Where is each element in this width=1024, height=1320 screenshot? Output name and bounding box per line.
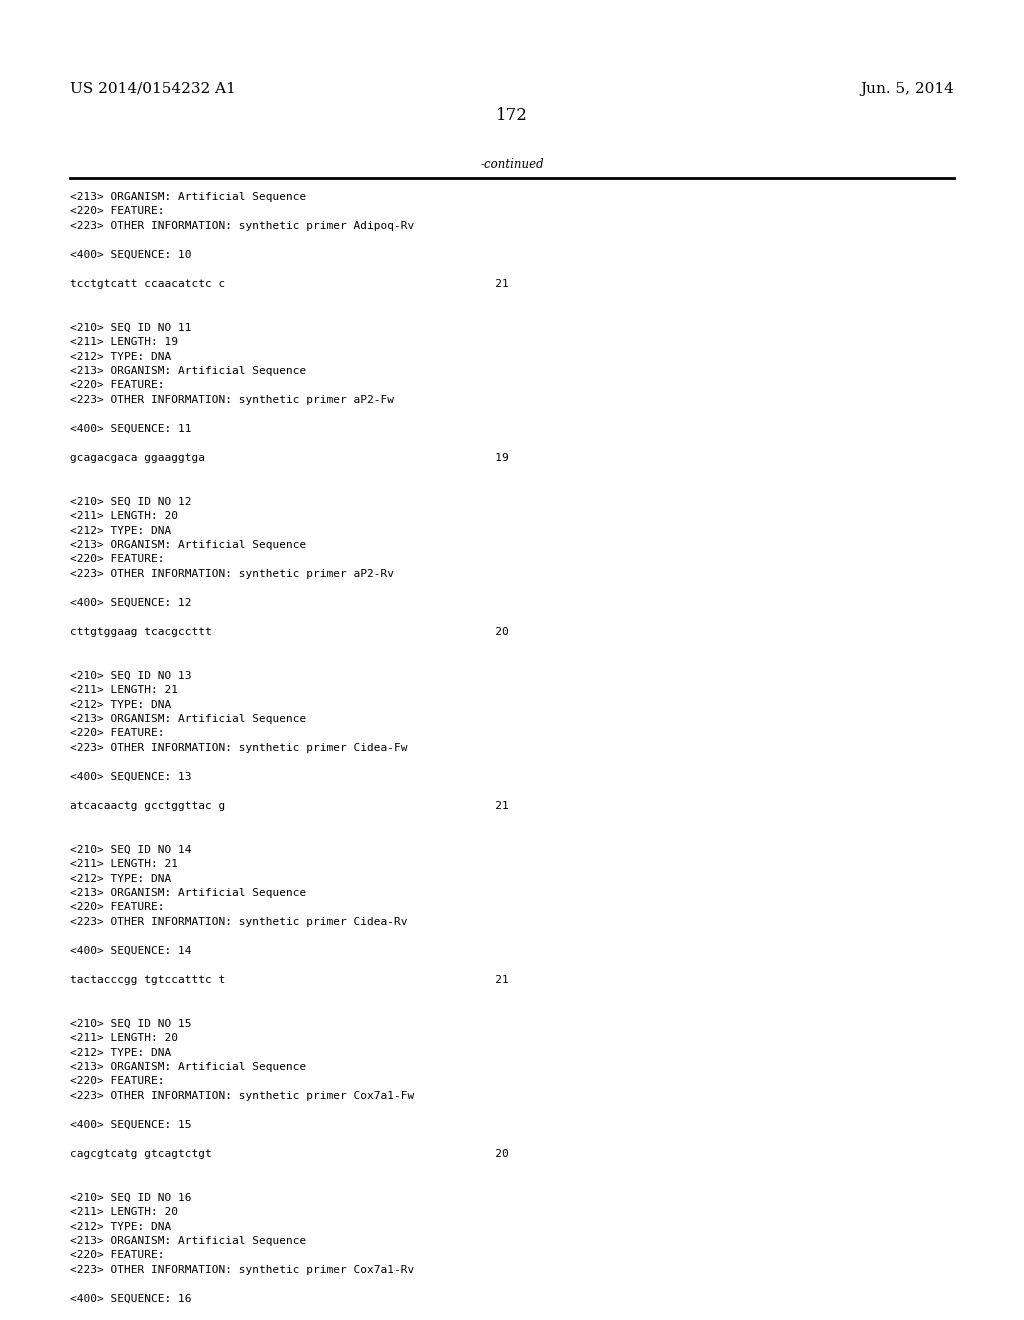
Text: gcagacgaca ggaaggtga                                           19: gcagacgaca ggaaggtga 19	[70, 453, 509, 463]
Text: Jun. 5, 2014: Jun. 5, 2014	[860, 82, 954, 96]
Text: tcctgtcatt ccaacatctc c                                        21: tcctgtcatt ccaacatctc c 21	[70, 279, 509, 289]
Text: <211> LENGTH: 21: <211> LENGTH: 21	[70, 685, 178, 696]
Text: <223> OTHER INFORMATION: synthetic primer Adipoq-Rv: <223> OTHER INFORMATION: synthetic prime…	[70, 220, 415, 231]
Text: <400> SEQUENCE: 10: <400> SEQUENCE: 10	[70, 249, 191, 260]
Text: -continued: -continued	[480, 158, 544, 172]
Text: <400> SEQUENCE: 15: <400> SEQUENCE: 15	[70, 1119, 191, 1130]
Text: <212> TYPE: DNA: <212> TYPE: DNA	[70, 525, 171, 536]
Text: <212> TYPE: DNA: <212> TYPE: DNA	[70, 351, 171, 362]
Text: cagcgtcatg gtcagtctgt                                          20: cagcgtcatg gtcagtctgt 20	[70, 1148, 509, 1159]
Text: <213> ORGANISM: Artificial Sequence: <213> ORGANISM: Artificial Sequence	[70, 888, 306, 898]
Text: <210> SEQ ID NO 11: <210> SEQ ID NO 11	[70, 322, 191, 333]
Text: <211> LENGTH: 21: <211> LENGTH: 21	[70, 859, 178, 869]
Text: tactacccgg tgtccatttc t                                        21: tactacccgg tgtccatttc t 21	[70, 975, 509, 985]
Text: <223> OTHER INFORMATION: synthetic primer Cidea-Fw: <223> OTHER INFORMATION: synthetic prime…	[70, 743, 408, 752]
Text: <210> SEQ ID NO 15: <210> SEQ ID NO 15	[70, 1019, 191, 1028]
Text: <210> SEQ ID NO 13: <210> SEQ ID NO 13	[70, 671, 191, 681]
Text: <220> FEATURE:: <220> FEATURE:	[70, 729, 165, 738]
Text: <400> SEQUENCE: 14: <400> SEQUENCE: 14	[70, 946, 191, 956]
Text: <211> LENGTH: 20: <211> LENGTH: 20	[70, 1034, 178, 1043]
Text: <211> LENGTH: 20: <211> LENGTH: 20	[70, 1206, 178, 1217]
Text: <210> SEQ ID NO 16: <210> SEQ ID NO 16	[70, 1192, 191, 1203]
Text: <400> SEQUENCE: 16: <400> SEQUENCE: 16	[70, 1294, 191, 1304]
Text: US 2014/0154232 A1: US 2014/0154232 A1	[70, 82, 236, 96]
Text: <213> ORGANISM: Artificial Sequence: <213> ORGANISM: Artificial Sequence	[70, 366, 306, 376]
Text: <220> FEATURE:: <220> FEATURE:	[70, 1077, 165, 1086]
Text: <213> ORGANISM: Artificial Sequence: <213> ORGANISM: Artificial Sequence	[70, 1236, 306, 1246]
Text: <213> ORGANISM: Artificial Sequence: <213> ORGANISM: Artificial Sequence	[70, 714, 306, 723]
Text: <223> OTHER INFORMATION: synthetic primer Cox7a1-Rv: <223> OTHER INFORMATION: synthetic prime…	[70, 1265, 415, 1275]
Text: <211> LENGTH: 19: <211> LENGTH: 19	[70, 337, 178, 347]
Text: <220> FEATURE:: <220> FEATURE:	[70, 554, 165, 565]
Text: atcacaactg gcctggttac g                                        21: atcacaactg gcctggttac g 21	[70, 801, 509, 810]
Text: <212> TYPE: DNA: <212> TYPE: DNA	[70, 700, 171, 710]
Text: <210> SEQ ID NO 14: <210> SEQ ID NO 14	[70, 845, 191, 854]
Text: <212> TYPE: DNA: <212> TYPE: DNA	[70, 1048, 171, 1057]
Text: cttgtggaag tcacgccttt                                          20: cttgtggaag tcacgccttt 20	[70, 627, 509, 638]
Text: <211> LENGTH: 20: <211> LENGTH: 20	[70, 511, 178, 521]
Text: <223> OTHER INFORMATION: synthetic primer aP2-Rv: <223> OTHER INFORMATION: synthetic prime…	[70, 569, 394, 579]
Text: <220> FEATURE:: <220> FEATURE:	[70, 380, 165, 391]
Text: <400> SEQUENCE: 11: <400> SEQUENCE: 11	[70, 424, 191, 434]
Text: <220> FEATURE:: <220> FEATURE:	[70, 206, 165, 216]
Text: <213> ORGANISM: Artificial Sequence: <213> ORGANISM: Artificial Sequence	[70, 191, 306, 202]
Text: <213> ORGANISM: Artificial Sequence: <213> ORGANISM: Artificial Sequence	[70, 540, 306, 550]
Text: <212> TYPE: DNA: <212> TYPE: DNA	[70, 874, 171, 883]
Text: <400> SEQUENCE: 13: <400> SEQUENCE: 13	[70, 772, 191, 781]
Text: <400> SEQUENCE: 12: <400> SEQUENCE: 12	[70, 598, 191, 609]
Text: <213> ORGANISM: Artificial Sequence: <213> ORGANISM: Artificial Sequence	[70, 1063, 306, 1072]
Text: <212> TYPE: DNA: <212> TYPE: DNA	[70, 1221, 171, 1232]
Text: <220> FEATURE:: <220> FEATURE:	[70, 903, 165, 912]
Text: 172: 172	[496, 107, 528, 124]
Text: <220> FEATURE:: <220> FEATURE:	[70, 1250, 165, 1261]
Text: <223> OTHER INFORMATION: synthetic primer Cox7a1-Fw: <223> OTHER INFORMATION: synthetic prime…	[70, 1092, 415, 1101]
Text: <223> OTHER INFORMATION: synthetic primer aP2-Fw: <223> OTHER INFORMATION: synthetic prime…	[70, 395, 394, 405]
Text: <210> SEQ ID NO 12: <210> SEQ ID NO 12	[70, 496, 191, 507]
Text: <223> OTHER INFORMATION: synthetic primer Cidea-Rv: <223> OTHER INFORMATION: synthetic prime…	[70, 917, 408, 927]
